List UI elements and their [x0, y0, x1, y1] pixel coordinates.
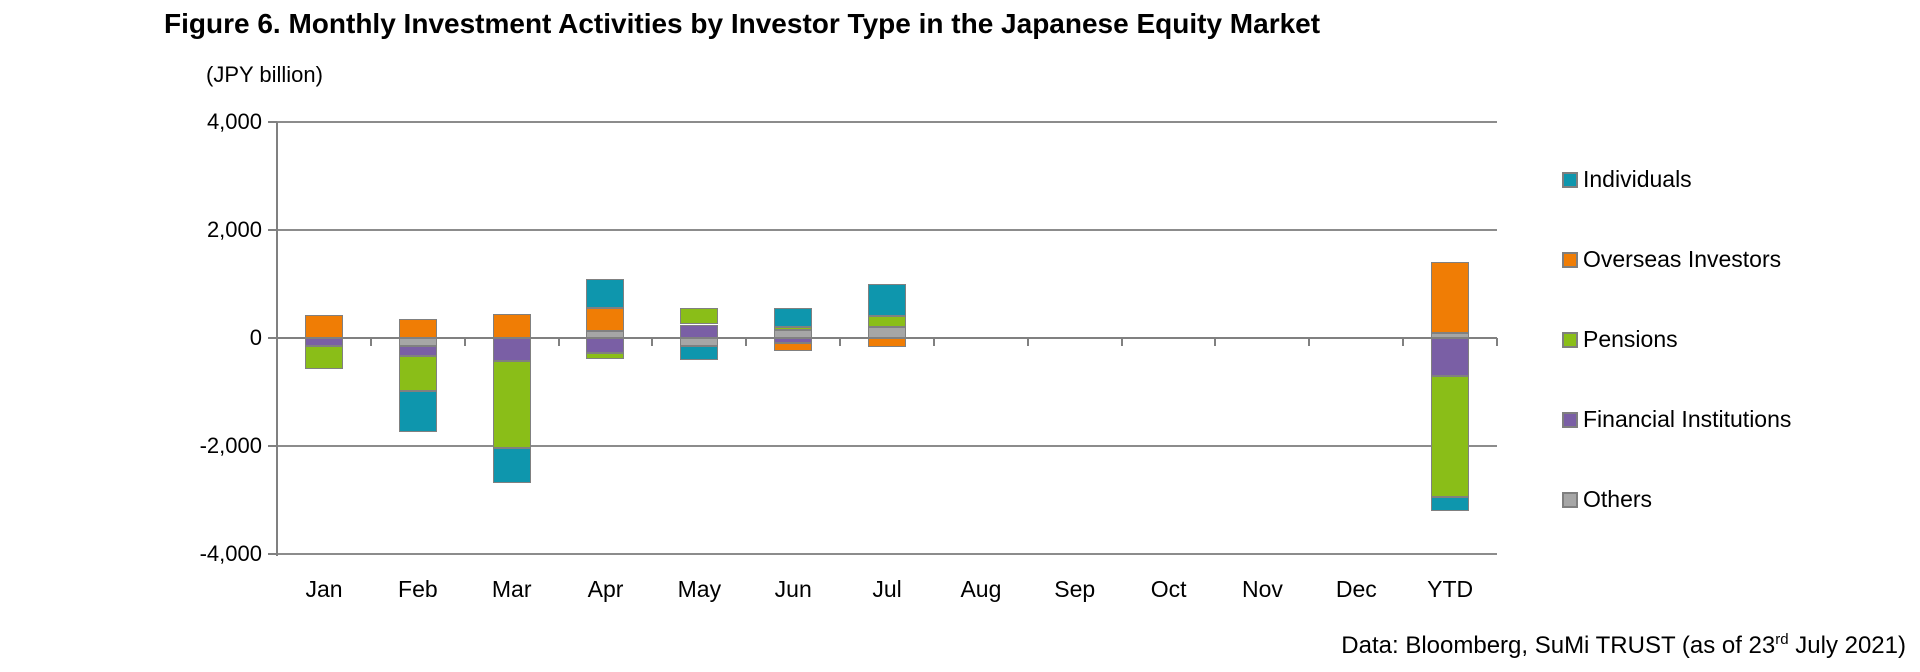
y-axis-line — [276, 122, 278, 556]
data-source-note: Data: Bloomberg, SuMi TRUST (as of 23rd … — [1341, 631, 1906, 660]
bar-segment-individuals — [492, 447, 531, 483]
x-axis-label: Nov — [1242, 576, 1283, 602]
data-source-text-suffix: July 2021) — [1788, 632, 1906, 659]
x-axis-label: Feb — [398, 576, 438, 602]
x-axis-label: Jun — [774, 576, 812, 602]
x-axis-label: Aug — [960, 576, 1002, 602]
bar-segment-individuals — [868, 284, 906, 317]
x-axis-label: Sep — [1054, 576, 1096, 602]
legend-item: Financial Institutions — [1562, 406, 1791, 433]
x-axis-label: Jan — [305, 576, 343, 602]
bar-segment-others — [586, 330, 625, 338]
x-axis-tick — [369, 338, 372, 346]
bar-segment-overseas-investors — [586, 308, 625, 331]
legend-item: Pensions — [1562, 326, 1678, 353]
y-axis-tick — [268, 229, 277, 231]
legend-swatch-icon — [1562, 491, 1578, 508]
bar-segment-overseas-investors — [774, 343, 813, 352]
bar-segment-financial-institutions — [1431, 338, 1470, 376]
x-axis-tick — [745, 338, 748, 346]
bar-segment-financial-institutions — [586, 338, 625, 353]
legend-item-label: Overseas Investors — [1583, 246, 1782, 272]
y-axis-tick — [268, 553, 277, 555]
x-axis-tick — [1214, 338, 1217, 346]
bar-segment-pensions — [774, 327, 813, 330]
legend-item-label: Financial Institutions — [1583, 406, 1792, 432]
bar-segment-pensions — [304, 346, 343, 369]
legend-item-label: Pensions — [1583, 326, 1678, 352]
bar-segment-others — [398, 338, 437, 346]
x-axis-tick — [1496, 338, 1498, 346]
x-axis-label: Mar — [491, 576, 532, 602]
bar-segment-pensions — [680, 308, 719, 325]
legend-item-label: Others — [1583, 486, 1653, 512]
x-axis-tick — [1308, 338, 1311, 346]
bar-segment-overseas-investors — [304, 314, 343, 338]
y-axis-tick-label: -4,000 — [199, 541, 262, 566]
legend-swatch-icon — [1562, 331, 1578, 348]
bar-segment-pensions — [1431, 375, 1470, 498]
x-axis-tick — [463, 338, 466, 346]
plot-area — [268, 121, 1498, 556]
x-axis-label: Dec — [1335, 576, 1377, 602]
y-axis-tick-label: 2,000 — [206, 217, 262, 242]
x-axis-label: May — [677, 576, 722, 602]
bar-segment-individuals — [398, 391, 437, 432]
bar-segment-others — [680, 338, 719, 347]
y-axis-tick — [268, 337, 277, 339]
x-axis-tick — [932, 338, 935, 346]
x-axis-tick — [557, 338, 560, 346]
gridline — [277, 445, 1497, 447]
bar-segment-pensions — [398, 356, 437, 392]
x-axis-tick — [1402, 338, 1405, 346]
gridline — [277, 553, 1497, 555]
legend-swatch-icon — [1562, 251, 1578, 268]
bar-segment-financial-institutions — [398, 345, 437, 357]
data-source-text: Data: Bloomberg, SuMi TRUST (as of 23 — [1341, 632, 1776, 659]
y-axis-unit-label: (JPY billion) — [206, 62, 323, 87]
legend-item: Others — [1562, 486, 1652, 513]
bar-segment-individuals — [1431, 497, 1470, 511]
x-axis-label: Oct — [1150, 576, 1187, 602]
bar-segment-overseas-investors — [1431, 262, 1470, 333]
x-axis-tick — [651, 338, 654, 346]
gridline — [277, 121, 1497, 123]
bar-segment-overseas-investors — [868, 338, 906, 348]
x-axis-label: Jul — [872, 576, 902, 602]
y-axis-tick — [268, 121, 277, 123]
bar-segment-pensions — [868, 316, 906, 328]
bar-segment-financial-institutions — [774, 338, 813, 344]
bar-segment-others — [1431, 332, 1470, 338]
legend-item-label: Individuals — [1583, 166, 1692, 192]
legend-swatch-icon — [1562, 411, 1578, 428]
figure-title: Figure 6. Monthly Investment Activities … — [164, 8, 1321, 39]
bar-segment-individuals — [586, 278, 625, 309]
bar-segment-overseas-investors — [492, 313, 531, 338]
bar-segment-financial-institutions — [680, 324, 719, 338]
x-axis-label: Apr — [587, 576, 624, 602]
legend: Individuals Overseas Investors Pensions Fin… — [1560, 0, 1920, 672]
bar-segment-financial-institutions — [304, 338, 343, 347]
bar-segment-individuals — [680, 346, 719, 360]
bar-segment-pensions — [492, 361, 531, 448]
bar-segment-individuals — [774, 308, 813, 328]
x-axis-tick — [839, 338, 842, 346]
legend-swatch-icon — [1562, 171, 1578, 188]
y-axis-tick-label: 0 — [249, 325, 262, 350]
legend-item: Overseas Investors — [1562, 246, 1781, 273]
bar-segment-pensions — [586, 352, 625, 359]
x-axis-tick — [1120, 338, 1123, 346]
x-axis-tick — [1026, 338, 1029, 346]
gridline — [277, 229, 1497, 231]
bar-segment-others — [868, 327, 906, 338]
y-axis-tick — [268, 445, 277, 447]
bar-segment-others — [774, 329, 813, 338]
y-axis-tick-label: 4,000 — [206, 109, 262, 134]
legend-item: Individuals — [1562, 166, 1692, 193]
bar-segment-financial-institutions — [492, 338, 531, 362]
y-axis-tick-label: -2,000 — [199, 433, 262, 458]
x-axis-label: YTD — [1427, 576, 1474, 602]
bar-segment-overseas-investors — [398, 319, 437, 338]
data-source-superscript: rd — [1775, 631, 1789, 648]
